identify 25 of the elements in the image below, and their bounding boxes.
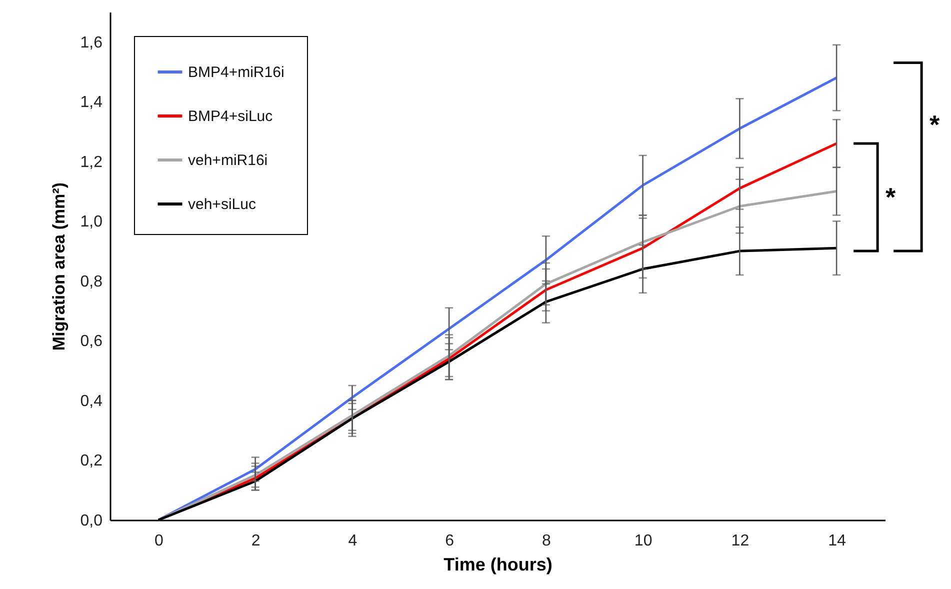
y-tick-label: 1,6 xyxy=(80,34,103,52)
x-tick-label: 14 xyxy=(828,532,846,550)
legend-label: veh+miR16i xyxy=(188,152,268,169)
y-tick-label: 0,0 xyxy=(80,512,103,530)
x-tick-label: 12 xyxy=(731,532,750,550)
x-tick-label: 6 xyxy=(445,532,454,550)
y-tick-label: 1,4 xyxy=(80,94,103,112)
y-tick-label: 0,6 xyxy=(80,333,103,350)
text: * xyxy=(930,109,940,140)
legend-label: BMP4+miR16i xyxy=(188,64,284,81)
legend-label: BMP4+siLuc xyxy=(188,108,274,125)
y-tick-label: 0,2 xyxy=(80,452,103,470)
x-axis-title: Time (hours) xyxy=(444,554,552,574)
x-tick-label: 2 xyxy=(251,532,260,550)
x-tick-label: 4 xyxy=(348,532,358,550)
x-tick-label: 10 xyxy=(634,532,652,550)
y-tick-label: 0,4 xyxy=(80,392,103,410)
x-tick-label: 8 xyxy=(542,532,551,550)
legend-label: veh+siLuc xyxy=(188,196,256,213)
y-axis-title: Migration area (mm²) xyxy=(49,182,68,351)
y-tick-label: 0,8 xyxy=(80,273,103,290)
x-tick-label: 0 xyxy=(154,532,164,550)
y-tick-label: 1,0 xyxy=(80,214,103,231)
y-tick-label: 1,2 xyxy=(80,154,103,171)
annotation: * xyxy=(886,182,896,212)
